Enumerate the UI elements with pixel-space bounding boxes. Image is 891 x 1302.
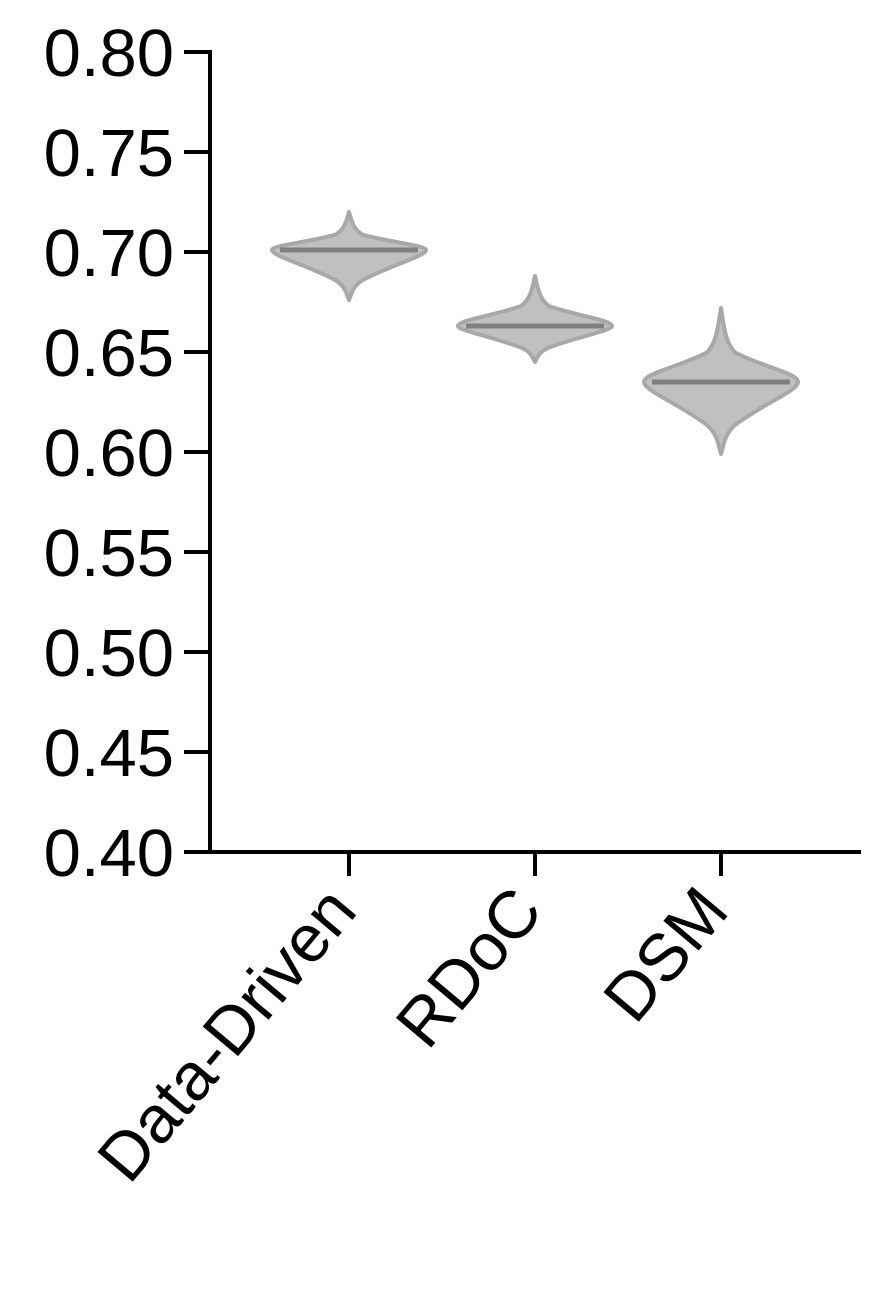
y-tick-label: 0.70 [44, 216, 174, 291]
x-tick-label-rdoc: RDoC [382, 873, 557, 1061]
y-tick-label: 0.40 [44, 816, 174, 891]
x-tick-label-data-driven: Data-Driven [83, 873, 370, 1195]
y-tick-label: 0.60 [44, 416, 174, 491]
y-tick-label: 0.80 [44, 16, 174, 91]
y-tick-label: 0.65 [44, 316, 174, 391]
y-tick-label: 0.75 [44, 116, 174, 191]
violin-rdoc [456, 274, 614, 364]
y-tick-label: 0.45 [44, 716, 174, 791]
x-ticks: Data-Driven RDoC DSM [83, 852, 742, 1195]
axes-group [208, 50, 861, 854]
violins-group [270, 210, 800, 456]
x-tick-label-dsm: DSM [589, 873, 742, 1035]
y-tick-label: 0.55 [44, 516, 174, 591]
y-tick-label: 0.50 [44, 616, 174, 691]
y-ticks: 0.40 0.45 0.50 0.55 0.60 0.65 0.70 0.75 0.80 [44, 16, 210, 891]
violin-data-driven [270, 210, 428, 302]
